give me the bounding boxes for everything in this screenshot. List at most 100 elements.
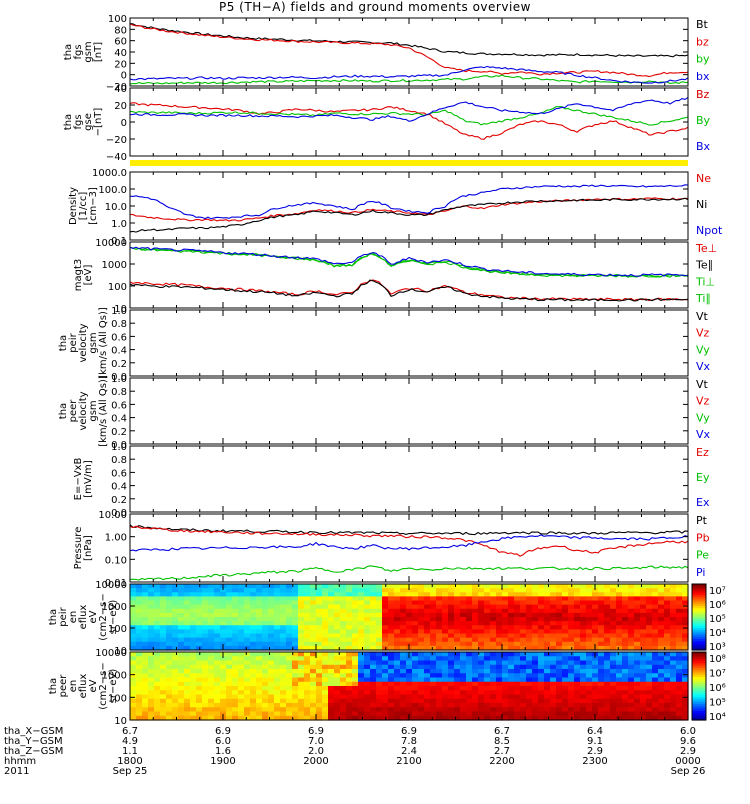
p9-cell bbox=[388, 592, 395, 597]
p9-cell bbox=[466, 633, 473, 639]
p9-cell bbox=[598, 596, 605, 602]
p9-cell bbox=[448, 617, 455, 622]
p10-cell bbox=[442, 703, 449, 708]
p9-cell bbox=[670, 633, 677, 639]
p9-cell bbox=[418, 621, 425, 626]
p10-cell bbox=[244, 703, 251, 708]
p9-cell bbox=[304, 596, 311, 602]
p9-cell bbox=[196, 621, 203, 626]
p10-cell bbox=[238, 673, 245, 679]
p10-cell bbox=[424, 694, 431, 700]
p10-cell bbox=[676, 703, 683, 708]
p10-cell bbox=[208, 673, 215, 679]
p9-cell bbox=[334, 637, 341, 643]
p9-cell bbox=[286, 612, 293, 618]
p10-cell bbox=[400, 694, 407, 700]
p9-colorbar-label: 10⁴ bbox=[709, 628, 726, 639]
p9-cell bbox=[628, 637, 635, 643]
p9-cell bbox=[412, 612, 419, 618]
p9-cell bbox=[406, 633, 413, 639]
p9-cell bbox=[136, 629, 143, 635]
p10-cell bbox=[394, 664, 401, 670]
p10-cell bbox=[154, 681, 161, 687]
p10-cell bbox=[514, 711, 521, 717]
p10-cell bbox=[604, 694, 611, 700]
p10-cell bbox=[202, 715, 209, 721]
p10-cell bbox=[322, 681, 329, 687]
p9-cell bbox=[376, 604, 383, 610]
p10-cell bbox=[268, 690, 275, 696]
p9-cell bbox=[286, 604, 293, 610]
p9-cell bbox=[634, 584, 641, 589]
p9-cell bbox=[394, 596, 401, 602]
p9-cell bbox=[130, 604, 137, 610]
p10-cell bbox=[136, 669, 143, 674]
p10-cell bbox=[352, 669, 359, 674]
p9-cell bbox=[178, 637, 185, 643]
p9-cell bbox=[214, 637, 221, 643]
footer-hhmm-value: 2300 bbox=[582, 756, 607, 767]
p10-cell bbox=[136, 715, 143, 721]
p10-cell bbox=[172, 715, 179, 721]
p10-cell bbox=[256, 715, 263, 721]
p9-colorbar-segment bbox=[692, 612, 706, 616]
p10-cell bbox=[658, 652, 665, 657]
p10-cell bbox=[364, 698, 371, 704]
p10-cell bbox=[292, 698, 299, 704]
p10-cell bbox=[628, 673, 635, 679]
p10-cell bbox=[310, 660, 317, 666]
p10-cell bbox=[286, 677, 293, 683]
p9-cell bbox=[682, 633, 689, 639]
p10-cell bbox=[262, 703, 269, 708]
p9-cell bbox=[190, 612, 197, 618]
p10-cell bbox=[154, 698, 161, 704]
p10-cell bbox=[340, 673, 347, 679]
p9-cell bbox=[412, 637, 419, 643]
p9-cell bbox=[130, 621, 137, 626]
p10-colorbar-segment bbox=[692, 658, 706, 662]
p9-ytick-label: 10000 bbox=[95, 580, 127, 591]
p10-cell bbox=[148, 656, 155, 662]
p10-cell bbox=[574, 652, 581, 657]
p10-cell bbox=[340, 660, 347, 666]
p10-cell bbox=[334, 703, 341, 708]
p10-cell bbox=[574, 669, 581, 674]
p10-cell bbox=[232, 673, 239, 679]
p10-cell bbox=[484, 652, 491, 657]
p9-cell bbox=[274, 608, 281, 614]
p9-cell bbox=[388, 621, 395, 626]
p9-cell bbox=[268, 621, 275, 626]
p9-cell bbox=[286, 588, 293, 593]
p8-legend-3: Pi bbox=[696, 566, 705, 579]
p9-cell bbox=[340, 629, 347, 635]
p9-cell bbox=[214, 600, 221, 606]
p10-cell bbox=[448, 707, 455, 713]
p10-cell bbox=[154, 656, 161, 662]
p7-ytick-label: 1.0 bbox=[111, 442, 127, 453]
p9-cell bbox=[280, 641, 287, 647]
p10-colorbar-segment bbox=[692, 679, 706, 683]
p9-cell bbox=[424, 617, 431, 622]
p9-cell bbox=[472, 604, 479, 610]
p10-cell bbox=[514, 698, 521, 704]
p10-cell bbox=[544, 677, 551, 683]
p10-cell bbox=[628, 664, 635, 670]
p9-cell bbox=[544, 629, 551, 635]
p9-cell bbox=[286, 600, 293, 606]
p10-cell bbox=[496, 686, 503, 691]
p9-cell bbox=[148, 641, 155, 647]
p10-cell bbox=[238, 703, 245, 708]
p4-ylabel-line: magt3 bbox=[73, 259, 84, 292]
p9-cell bbox=[160, 633, 167, 639]
p3-frame bbox=[129, 171, 689, 241]
p9-cell bbox=[586, 612, 593, 618]
p10-cell bbox=[268, 677, 275, 683]
p10-cell bbox=[154, 707, 161, 713]
p9-cell bbox=[490, 608, 497, 614]
p10-cell bbox=[454, 686, 461, 691]
p10-cell bbox=[502, 660, 509, 666]
p6-ytick-label: 0.8 bbox=[111, 387, 127, 398]
p10-colorbar-segment bbox=[692, 692, 706, 696]
p9-cell bbox=[214, 625, 221, 630]
p9-cell bbox=[352, 592, 359, 597]
